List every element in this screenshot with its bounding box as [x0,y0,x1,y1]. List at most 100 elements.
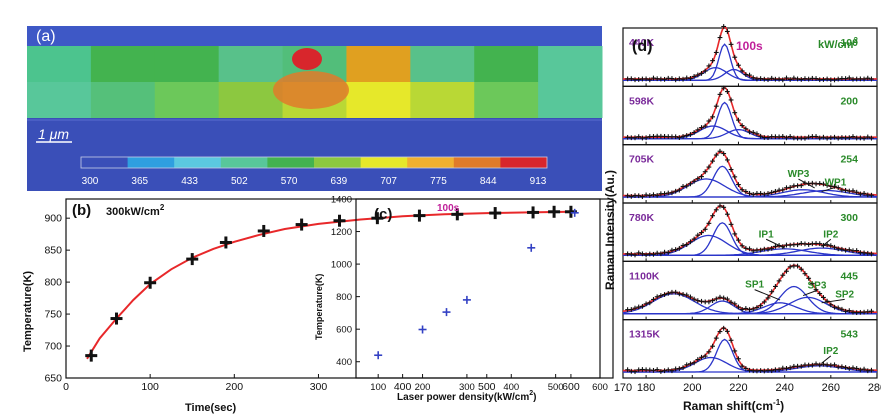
x-tick-label: 0 [63,381,69,393]
data-marker [669,247,675,253]
peak-annotation-arrow [821,186,836,193]
data-marker [869,135,874,141]
colorbar-segment [127,157,175,168]
x-tick-label: 220 [729,382,747,394]
data-marker [846,247,852,253]
data-marker [854,189,860,195]
data-marker [625,193,631,199]
peak-annotation: SP3 [808,280,827,291]
data-marker [673,188,679,194]
panel-c-xlabel: Laser power density(kW/cm2) [397,390,537,403]
panel-a-label: (a) [36,28,56,45]
data-marker [706,164,712,170]
data-marker [673,134,679,140]
data-marker [695,176,701,182]
data-marker [710,343,715,349]
data-marker [736,356,741,362]
stripe-cell-bottom [218,82,284,118]
data-marker [713,103,719,109]
data-marker [795,263,800,269]
data-marker [739,363,745,369]
colorbar-tick-label: 300 [82,176,99,187]
data-marker [813,76,819,81]
data-marker [809,180,815,186]
data-marker [702,68,708,74]
data-marker [710,298,715,304]
data-marker [869,76,874,82]
data-marker [717,203,723,209]
data-marker [850,365,856,371]
data-marker [662,76,667,82]
data-marker [765,135,771,141]
data-marker [743,366,749,371]
data-marker [728,221,734,227]
data-marker [699,354,704,360]
data-marker [806,76,812,82]
colorbar-segment [174,157,222,168]
data-marker [680,365,686,371]
data-marker [839,364,845,370]
spectrum-temp-label: 1315K [629,329,660,341]
data-marker [850,188,856,194]
data-marker [806,134,812,140]
data-marker [665,367,671,373]
data-marker [636,134,642,140]
panel-b-point [219,236,232,249]
data-marker [784,135,789,141]
data-marker [857,191,863,197]
data-marker [843,308,848,314]
data-marker [865,250,871,256]
x-tick-label: 400 [394,381,412,393]
panel-d-label: (d) [632,38,652,55]
data-marker [839,246,845,252]
panel-d-ylabel: Raman Intensity(Au.) [603,170,617,290]
data-marker [784,268,789,274]
data-marker [639,194,645,199]
colorbar-segment [220,157,268,168]
data-marker [832,77,837,83]
data-marker [628,251,634,257]
panel-c-ylabel: Temperature(K) [314,274,324,340]
stripe-cell-bottom [538,82,603,118]
panel-b-annotation: 300kW/cm2 [106,203,165,218]
peak-annotation-arrow [798,178,815,189]
data-marker [721,85,727,91]
spectrum-frame [622,319,878,379]
data-marker [732,348,738,354]
data-marker [743,72,749,77]
data-marker [784,75,789,81]
data-marker [669,76,675,81]
x-tick-label: 100 [141,381,159,393]
y-tick-label: 1200 [331,227,352,238]
data-marker [732,174,738,180]
x-tick-label: 200 [683,382,701,394]
data-marker [710,158,715,164]
x-tick-label: 600 [562,381,580,393]
data-marker [739,306,745,312]
data-marker [673,289,679,295]
data-marker [654,250,660,256]
scale-bar-label: 1 μm [38,126,69,142]
data-marker [647,300,653,306]
panel-b-label: (b) [72,202,91,219]
data-marker [691,74,697,79]
panel-c-data-points [374,208,579,360]
data-marker [758,247,764,253]
stripe-cell-bottom [410,82,475,118]
x-tick-label: 170 [614,382,632,394]
data-marker [758,191,764,196]
data-marker [802,135,808,141]
data-marker [736,304,741,310]
panel-b-point [257,224,270,237]
data-marker [643,192,649,198]
data-marker [680,243,686,248]
data-marker [721,151,727,156]
data-marker [710,58,715,64]
data-marker [695,72,701,78]
data-marker [821,134,826,140]
data-marker [684,242,690,247]
data-marker [639,303,645,309]
colorbar-tick-label: 775 [430,176,447,187]
